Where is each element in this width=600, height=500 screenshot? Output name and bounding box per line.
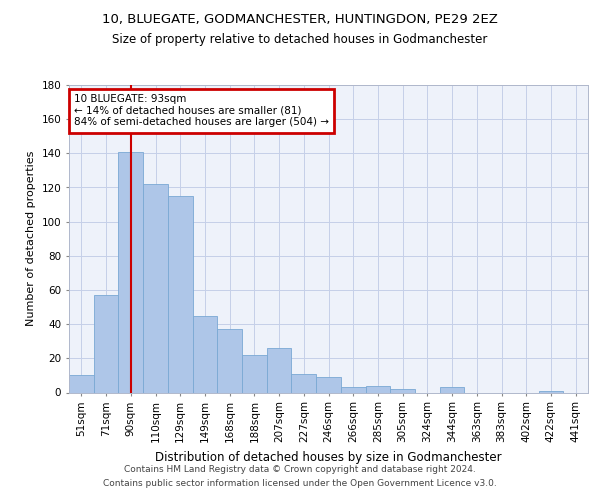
Bar	[118, 152, 143, 392]
Bar	[168, 196, 193, 392]
Bar	[365, 386, 390, 392]
Bar	[539, 391, 563, 392]
Text: 10 BLUEGATE: 93sqm
← 14% of detached houses are smaller (81)
84% of semi-detache: 10 BLUEGATE: 93sqm ← 14% of detached hou…	[74, 94, 329, 128]
Bar	[440, 388, 464, 392]
Text: Size of property relative to detached houses in Godmanchester: Size of property relative to detached ho…	[112, 32, 488, 46]
Bar	[267, 348, 292, 393]
Y-axis label: Number of detached properties: Number of detached properties	[26, 151, 36, 326]
Bar	[292, 374, 316, 392]
Bar	[316, 377, 341, 392]
X-axis label: Distribution of detached houses by size in Godmanchester: Distribution of detached houses by size …	[155, 450, 502, 464]
Bar	[341, 388, 365, 392]
Bar	[242, 355, 267, 393]
Bar	[69, 376, 94, 392]
Bar	[94, 295, 118, 392]
Text: Contains HM Land Registry data © Crown copyright and database right 2024.
Contai: Contains HM Land Registry data © Crown c…	[103, 466, 497, 487]
Text: 10, BLUEGATE, GODMANCHESTER, HUNTINGDON, PE29 2EZ: 10, BLUEGATE, GODMANCHESTER, HUNTINGDON,…	[102, 12, 498, 26]
Bar	[217, 330, 242, 392]
Bar	[390, 389, 415, 392]
Bar	[193, 316, 217, 392]
Bar	[143, 184, 168, 392]
